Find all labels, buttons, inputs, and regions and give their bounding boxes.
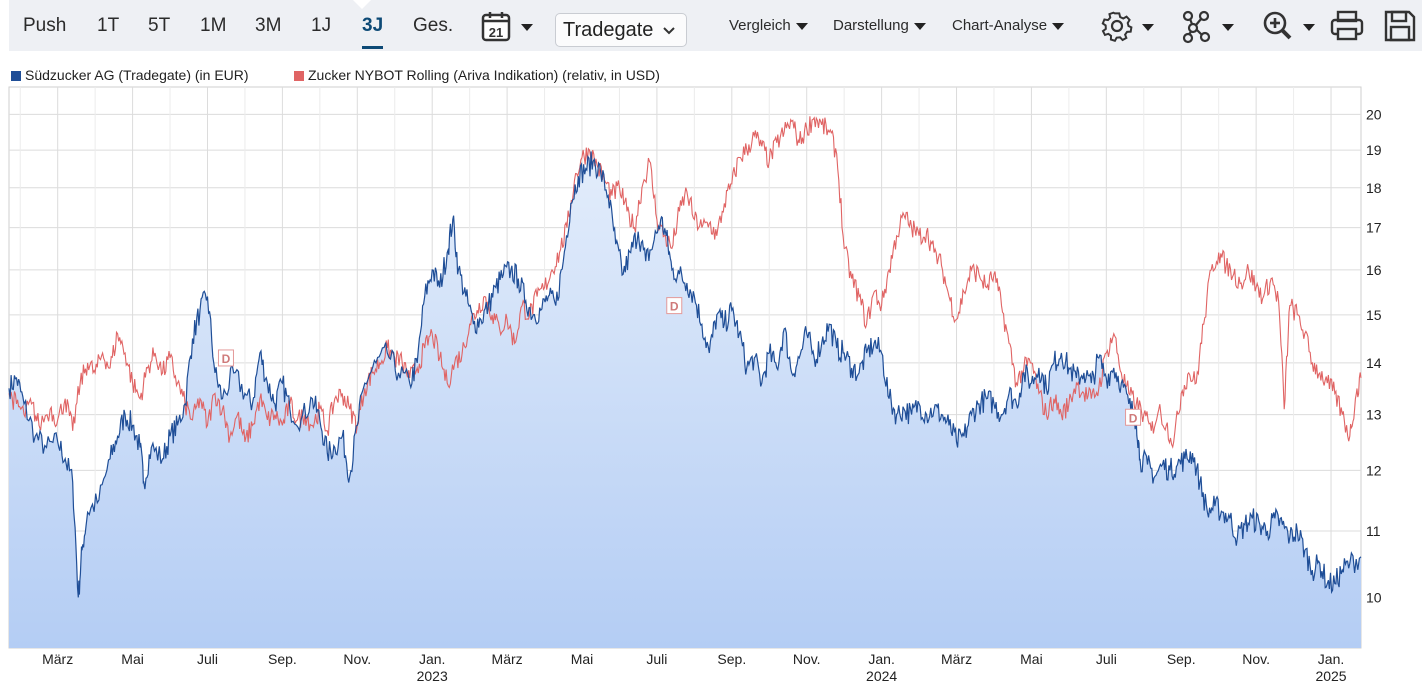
print-button[interactable] xyxy=(1329,8,1365,44)
y-tick-label: 14 xyxy=(1366,355,1382,371)
dividend-marker-label: D xyxy=(222,352,231,366)
range-push[interactable]: Push xyxy=(23,15,67,36)
y-tick-label: 13 xyxy=(1366,407,1382,423)
x-tick-year: 2023 xyxy=(417,668,448,684)
suedzucker-area xyxy=(9,151,1361,648)
print-icon xyxy=(1330,10,1364,41)
dividend-marker-label: D xyxy=(670,300,679,314)
x-tick-label: Sep. xyxy=(1167,651,1196,667)
x-tick-label: Jan. xyxy=(1318,651,1344,667)
legend-label: Südzucker AG (Tradegate) (in EUR) xyxy=(25,67,249,83)
y-tick-label: 17 xyxy=(1366,220,1382,236)
dividend-marker[interactable]: D xyxy=(217,349,234,367)
y-tick-label: 12 xyxy=(1366,462,1382,478)
settings-icon xyxy=(1101,11,1154,43)
range-3-years[interactable]: 3J xyxy=(362,15,384,36)
zoom-button[interactable] xyxy=(1260,8,1320,44)
x-tick-label: Mai xyxy=(571,651,594,667)
y-tick-label: 20 xyxy=(1366,106,1382,122)
x-tick-label: Sep. xyxy=(717,651,746,667)
range-1-year[interactable]: 1J xyxy=(311,15,332,36)
sugar-line xyxy=(8,116,1362,449)
display-menu[interactable]: Darstellung xyxy=(833,0,926,51)
zoom-icon xyxy=(1263,11,1315,40)
x-tick-label: März xyxy=(492,651,523,667)
exchange-select[interactable]: Tradegate xyxy=(555,13,687,47)
x-tick-label: Nov. xyxy=(1242,651,1270,667)
x-tick-label: Juli xyxy=(197,651,218,667)
range-3-months[interactable]: 3M xyxy=(255,15,282,36)
indicators-icon xyxy=(1182,10,1234,44)
x-tick-label: Jan. xyxy=(419,651,445,667)
range-5-days[interactable]: 5T xyxy=(148,15,171,36)
chevron-down-icon xyxy=(663,27,675,35)
caret-down-icon xyxy=(795,22,808,30)
compare-menu-label: Vergleich xyxy=(729,17,791,34)
display-menu-label: Darstellung xyxy=(833,17,909,34)
chart-analysis-menu-label: Chart-Analyse xyxy=(952,17,1048,34)
x-tick-year: 2024 xyxy=(866,668,897,684)
dividend-marker-box xyxy=(1125,408,1142,426)
dividend-marker-box xyxy=(666,297,683,315)
exchange-value: Tradegate xyxy=(563,19,654,41)
x-tick-label: März xyxy=(42,651,73,667)
legend-swatch xyxy=(11,71,21,81)
y-tick-label: 11 xyxy=(1366,523,1381,539)
active-range-caret xyxy=(353,0,371,9)
x-tick-year: 2025 xyxy=(1315,668,1346,684)
caret-down-icon xyxy=(1052,22,1065,30)
x-tick-label: Mai xyxy=(121,651,144,667)
range-all[interactable]: Ges. xyxy=(413,15,454,36)
legend-item-sugar[interactable]: Zucker NYBOT Rolling (Ariva Indikation) … xyxy=(294,67,660,83)
legend-label: Zucker NYBOT Rolling (Ariva Indikation) … xyxy=(308,67,660,83)
calendar-button[interactable]: 21 xyxy=(480,8,536,44)
settings-button[interactable] xyxy=(1100,8,1158,44)
x-tick-label: Mai xyxy=(1020,651,1043,667)
chart-toolbar: Push 1T 5T 1M 3M 1J 3J Ges. 21 Tradegate… xyxy=(9,0,1422,51)
x-tick-label: Nov. xyxy=(343,651,371,667)
dividend-marker-label: D xyxy=(1129,411,1138,425)
dividend-marker[interactable]: D xyxy=(666,297,683,315)
suedzucker-line xyxy=(8,151,1362,598)
save-button[interactable] xyxy=(1382,8,1418,44)
x-tick-label: Juli xyxy=(1096,651,1117,667)
dividend-marker-box xyxy=(217,349,234,367)
y-tick-label: 10 xyxy=(1366,589,1382,605)
x-tick-label: Jan. xyxy=(868,651,894,667)
y-tick-label: 19 xyxy=(1366,142,1382,158)
legend-item-suedzucker[interactable]: Südzucker AG (Tradegate) (in EUR) xyxy=(11,67,249,83)
calendar-day: 21 xyxy=(489,25,503,40)
x-tick-label: März xyxy=(941,651,972,667)
compare-menu[interactable]: Vergleich xyxy=(729,0,808,51)
y-axis: 10 11 12 13 14 15 16 17 18 19 20 xyxy=(1366,106,1382,605)
dividend-marker[interactable]: D xyxy=(1125,408,1142,426)
y-tick-label: 16 xyxy=(1366,262,1382,278)
indicators-button[interactable] xyxy=(1179,8,1239,44)
caret-down-icon xyxy=(913,22,926,30)
y-tick-label: 18 xyxy=(1366,180,1382,196)
chart-analysis-menu[interactable]: Chart-Analyse xyxy=(952,0,1065,51)
x-tick-label: Sep. xyxy=(268,651,297,667)
series-layer xyxy=(8,116,1362,648)
dividend-markers: D D D xyxy=(217,297,1142,426)
calendar-icon: 21 xyxy=(481,12,533,42)
x-tick-label: Nov. xyxy=(793,651,821,667)
active-range-underline xyxy=(362,46,383,49)
legend-swatch xyxy=(294,71,304,81)
range-1-day[interactable]: 1T xyxy=(97,15,120,36)
x-tick-label: Juli xyxy=(646,651,667,667)
y-tick-label: 15 xyxy=(1366,307,1382,323)
save-icon xyxy=(1384,10,1416,42)
range-1-month[interactable]: 1M xyxy=(200,15,227,36)
